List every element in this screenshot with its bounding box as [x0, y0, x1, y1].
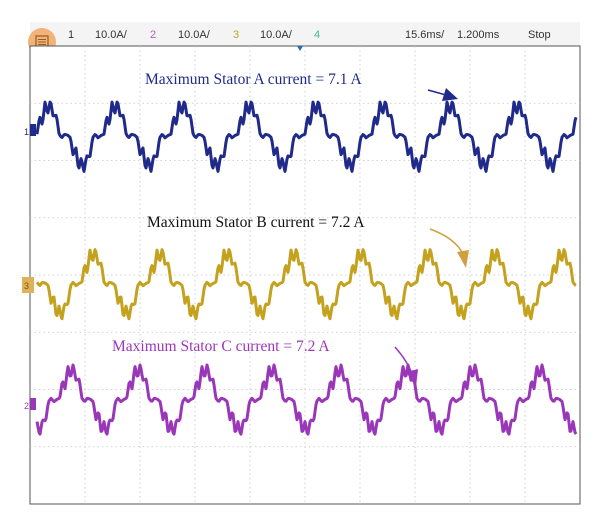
header-bar: 1 10.0A/ 2 10.0A/ 3 10.0A/ 4 15.6ms/ 1.2…	[28, 22, 580, 56]
ch1-ground-marker: 1	[24, 124, 36, 137]
annotation-stator-b: Maximum Stator B current = 7.2 A	[147, 214, 365, 231]
ch1-marker-label: 1	[24, 127, 29, 137]
annotation-stator-c: Maximum Stator C current = 7.2 A	[112, 338, 330, 355]
ch2-ground-marker: 2	[24, 398, 36, 411]
timebase[interactable]: 15.6ms/	[405, 29, 445, 41]
ch4-number[interactable]: 4	[314, 29, 320, 41]
arrow-stator-a	[427, 88, 458, 101]
arrow-stator-b	[429, 228, 469, 268]
ch3-ground-marker: 3	[22, 277, 34, 293]
trigger-position-icon	[297, 46, 303, 51]
header-background	[30, 22, 580, 46]
series-line-stator-c	[35, 363, 578, 436]
series-line-stator-b	[35, 248, 577, 321]
ch2-marker-label: 2	[24, 401, 29, 411]
ch1-scale[interactable]: 10.0A/	[95, 29, 128, 41]
ch2-scale[interactable]: 10.0A/	[178, 29, 211, 41]
annotation-stator-a: Maximum Stator A current = 7.1 A	[145, 71, 362, 88]
series-line-stator-a	[35, 100, 578, 173]
trigger-delay[interactable]: 1.200ms	[457, 29, 500, 41]
run-state[interactable]: Stop	[528, 29, 551, 41]
ch1-number[interactable]: 1	[68, 29, 74, 41]
ch3-number[interactable]: 3	[233, 29, 239, 41]
arrow-stator-c	[394, 346, 418, 387]
ch2-number[interactable]: 2	[150, 29, 156, 41]
ch3-marker-label: 3	[24, 281, 29, 291]
ch3-scale[interactable]: 10.0A/	[260, 29, 293, 41]
